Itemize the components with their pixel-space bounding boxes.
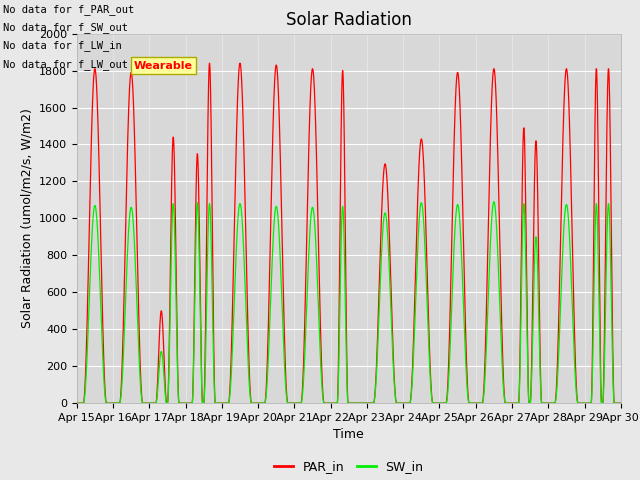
Y-axis label: Solar Radiation (umol/m2/s, W/m2): Solar Radiation (umol/m2/s, W/m2)	[20, 108, 33, 328]
X-axis label: Time: Time	[333, 429, 364, 442]
Text: No data for f_PAR_out: No data for f_PAR_out	[3, 4, 134, 15]
Text: No data for f_LW_out: No data for f_LW_out	[3, 59, 128, 70]
Text: No data for f_SW_out: No data for f_SW_out	[3, 22, 128, 33]
Text: Wearable: Wearable	[134, 60, 193, 71]
Text: No data for f_LW_in: No data for f_LW_in	[3, 40, 122, 51]
Title: Solar Radiation: Solar Radiation	[286, 11, 412, 29]
Legend: PAR_in, SW_in: PAR_in, SW_in	[269, 455, 429, 478]
